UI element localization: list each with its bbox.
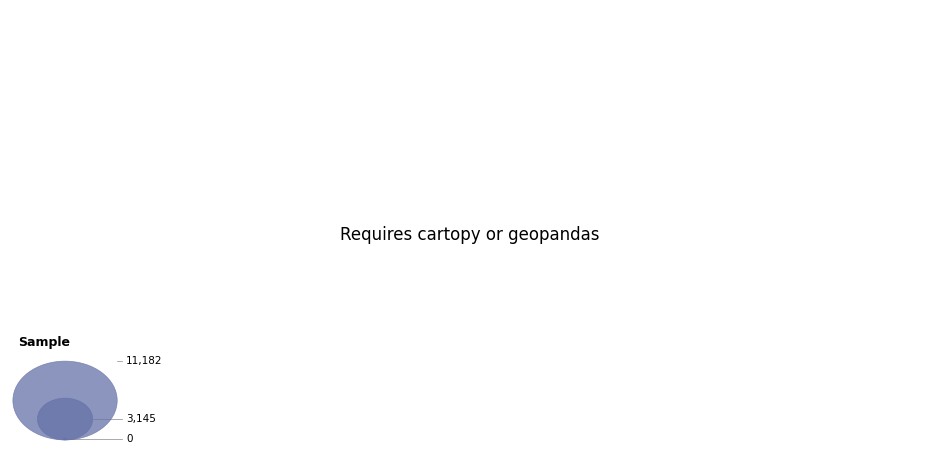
Circle shape: [38, 398, 93, 440]
Text: 0: 0: [126, 434, 133, 444]
Text: Sample: Sample: [18, 336, 70, 349]
Circle shape: [64, 438, 67, 440]
Text: 3,145: 3,145: [126, 414, 156, 424]
Text: 11,182: 11,182: [126, 356, 163, 366]
Circle shape: [13, 361, 118, 440]
Text: Requires cartopy or geopandas: Requires cartopy or geopandas: [340, 226, 600, 243]
